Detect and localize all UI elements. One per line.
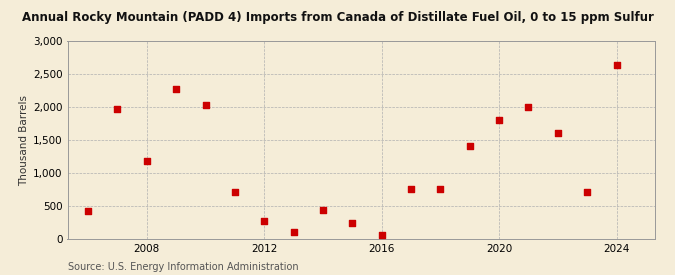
Point — [582, 190, 593, 195]
Text: Annual Rocky Mountain (PADD 4) Imports from Canada of Distillate Fuel Oil, 0 to : Annual Rocky Mountain (PADD 4) Imports f… — [22, 11, 653, 24]
Point — [230, 190, 240, 195]
Point — [288, 229, 299, 234]
Point — [435, 187, 446, 191]
Y-axis label: Thousand Barrels: Thousand Barrels — [19, 95, 29, 186]
Point — [523, 104, 534, 109]
Point — [141, 158, 152, 163]
Point — [493, 118, 504, 122]
Point — [552, 131, 563, 135]
Point — [611, 63, 622, 67]
Point — [171, 87, 182, 92]
Point — [406, 187, 416, 191]
Point — [376, 233, 387, 237]
Text: Source: U.S. Energy Information Administration: Source: U.S. Energy Information Administ… — [68, 262, 298, 272]
Point — [259, 219, 269, 224]
Point — [200, 102, 211, 107]
Point — [317, 207, 328, 212]
Point — [464, 144, 475, 148]
Point — [82, 209, 93, 213]
Point — [347, 221, 358, 225]
Point — [112, 106, 123, 111]
